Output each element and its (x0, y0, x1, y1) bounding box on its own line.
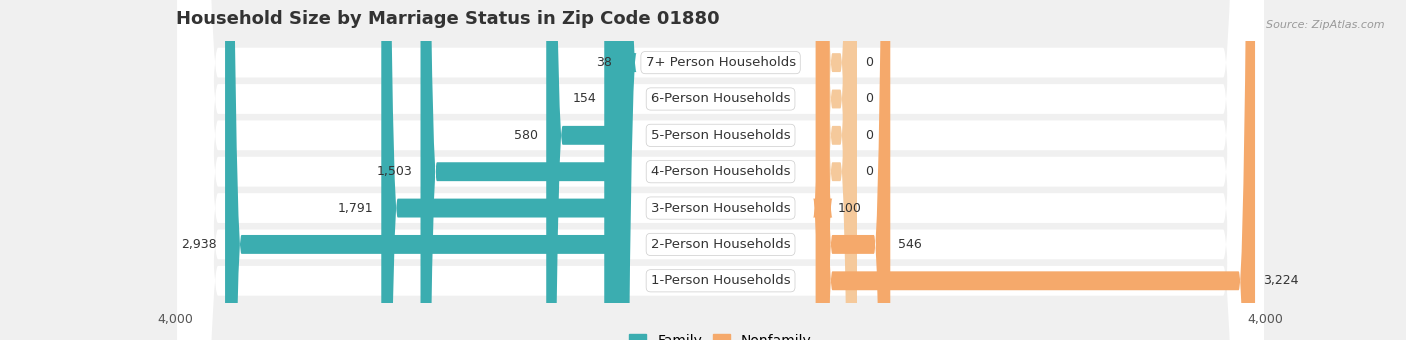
FancyBboxPatch shape (546, 0, 626, 340)
Text: 38: 38 (596, 56, 612, 69)
FancyBboxPatch shape (225, 0, 626, 340)
FancyBboxPatch shape (605, 0, 626, 340)
FancyBboxPatch shape (815, 0, 856, 340)
Text: 154: 154 (572, 92, 596, 105)
Text: Household Size by Marriage Status in Zip Code 01880: Household Size by Marriage Status in Zip… (176, 10, 720, 28)
FancyBboxPatch shape (177, 0, 1264, 340)
Text: 1-Person Households: 1-Person Households (651, 274, 790, 287)
Text: 2-Person Households: 2-Person Households (651, 238, 790, 251)
Text: 1,791: 1,791 (337, 202, 373, 215)
Text: 0: 0 (865, 56, 873, 69)
FancyBboxPatch shape (815, 0, 890, 340)
Text: 546: 546 (898, 238, 922, 251)
Text: 0: 0 (865, 129, 873, 142)
FancyBboxPatch shape (420, 0, 626, 340)
FancyBboxPatch shape (177, 0, 1264, 340)
Text: 6-Person Households: 6-Person Households (651, 92, 790, 105)
FancyBboxPatch shape (177, 0, 1264, 340)
Text: 4-Person Households: 4-Person Households (651, 165, 790, 178)
Text: 2,938: 2,938 (181, 238, 217, 251)
FancyBboxPatch shape (815, 0, 856, 340)
Text: 7+ Person Households: 7+ Person Households (645, 56, 796, 69)
Text: 0: 0 (865, 165, 873, 178)
Text: Source: ZipAtlas.com: Source: ZipAtlas.com (1267, 20, 1385, 30)
FancyBboxPatch shape (381, 0, 626, 340)
Text: 580: 580 (515, 129, 538, 142)
FancyBboxPatch shape (815, 0, 856, 340)
FancyBboxPatch shape (813, 0, 832, 340)
FancyBboxPatch shape (177, 0, 1264, 340)
Text: 100: 100 (838, 202, 862, 215)
Text: 0: 0 (865, 92, 873, 105)
FancyBboxPatch shape (815, 0, 856, 340)
FancyBboxPatch shape (177, 0, 1264, 340)
Legend: Family, Nonfamily: Family, Nonfamily (624, 328, 817, 340)
Text: 5-Person Households: 5-Person Households (651, 129, 790, 142)
Text: 3-Person Households: 3-Person Households (651, 202, 790, 215)
Text: 1,503: 1,503 (377, 165, 412, 178)
Text: 3,224: 3,224 (1263, 274, 1299, 287)
FancyBboxPatch shape (177, 0, 1264, 340)
FancyBboxPatch shape (609, 0, 637, 340)
FancyBboxPatch shape (177, 0, 1264, 340)
FancyBboxPatch shape (815, 0, 1256, 340)
